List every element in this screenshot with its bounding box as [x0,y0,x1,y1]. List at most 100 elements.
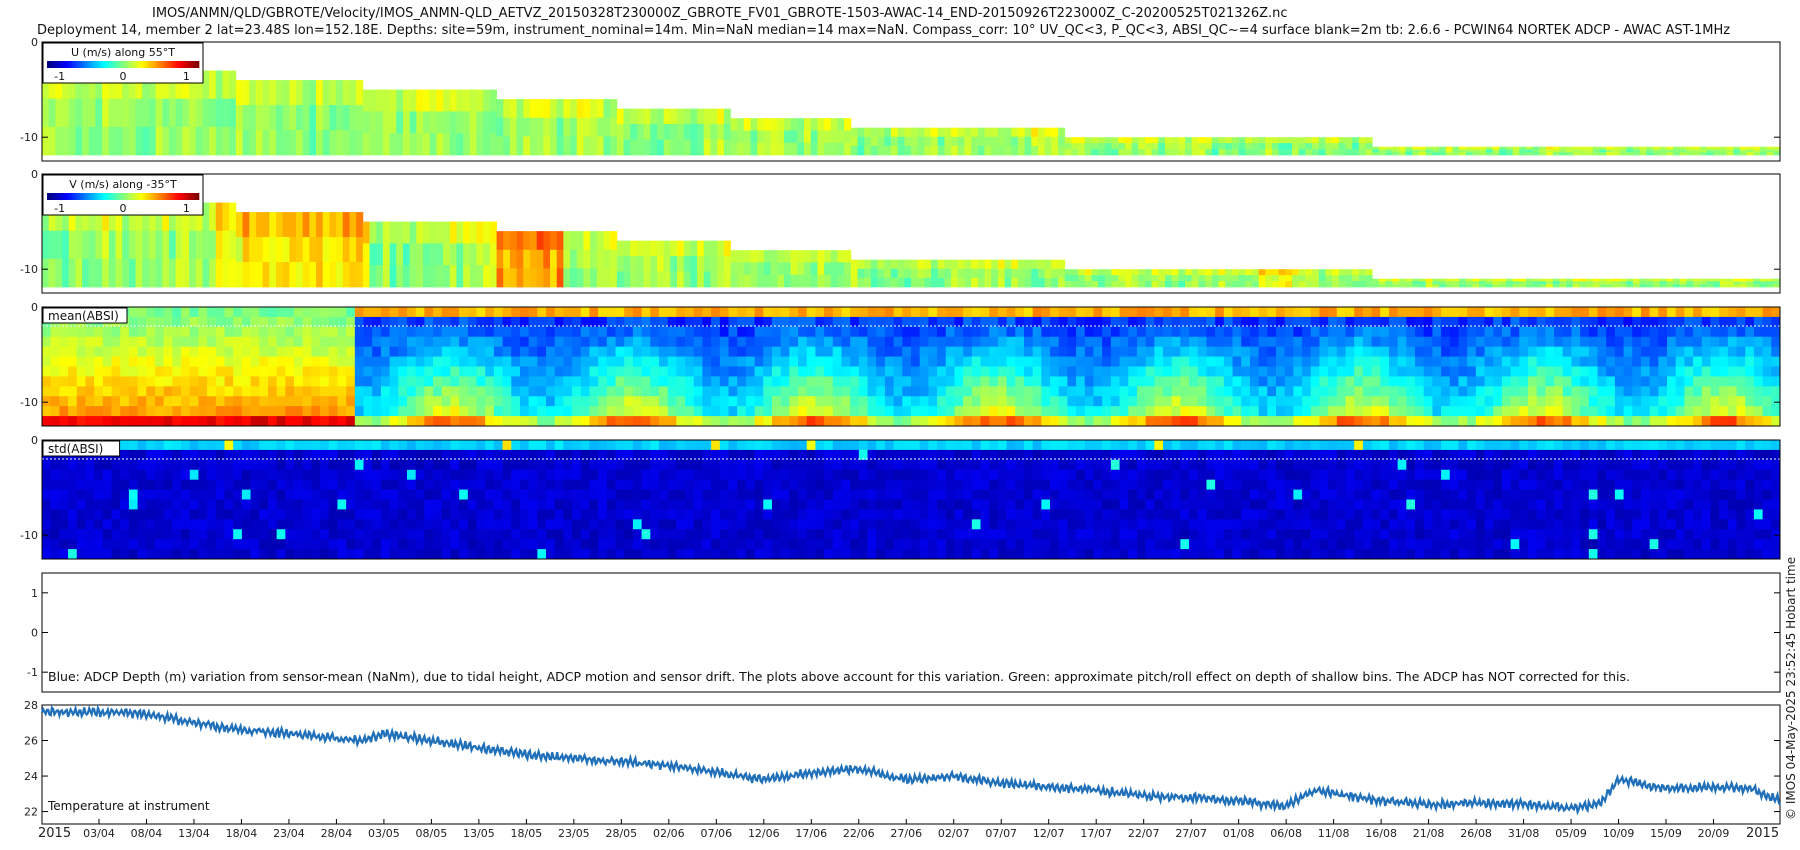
heatmap-cell [658,479,669,490]
heatmap-cell [476,89,484,112]
heatmap-cell [641,469,651,481]
heatmap-cell [1501,416,1512,427]
heatmap-cell [919,326,929,338]
heatmap-cell [409,221,417,244]
heatmap-cell [311,449,321,461]
heatmap-cell [1727,307,1737,318]
heatmap-cell [737,529,747,540]
heatmap-cell [519,489,530,500]
heatmap-cell [1559,281,1567,285]
heatmap-cell [172,549,182,560]
heatmap-cell [336,80,344,106]
heatmap-cell [650,539,660,550]
heatmap-cell [877,136,885,147]
heatmap-cell [658,549,669,560]
heatmap-cell [443,133,451,156]
heatmap-cell [1679,152,1687,156]
heatmap-cell [1527,346,1538,357]
heatmap-cell [389,529,399,540]
heatmap-cell [433,469,443,481]
heatmap-cell [1606,316,1616,328]
heatmap-cell [1713,152,1721,156]
heatmap-cell [1302,346,1312,357]
heatmap-cell [259,416,269,427]
heatmap-cell [1076,386,1086,397]
heatmap-cell [436,111,444,134]
heatmap-cell [702,459,712,471]
heatmap-cell [537,509,547,520]
heatmap-cell [1699,278,1707,282]
heatmap-cell [745,519,755,530]
heatmap-cell [250,509,260,520]
heatmap-cell [354,499,364,510]
heatmap-cell [546,316,556,328]
heatmap-cell [189,376,199,387]
heatmap-cell [1484,376,1494,387]
heatmap-cell [589,440,599,451]
heatmap-cell [610,136,618,156]
heatmap-cell [467,469,477,481]
heatmap-cell [1597,386,1607,397]
heatmap-cell [175,202,183,232]
heatmap-cell [737,459,747,471]
heatmap-cell [1652,146,1661,150]
heatmap-cell [971,326,981,338]
heatmap-cell [1579,146,1587,150]
heatmap-cell [1472,146,1480,150]
heatmap-cell [583,99,591,119]
heatmap-cell [1032,346,1042,357]
heatmap-cell [1076,416,1086,427]
heatmap-cell [957,259,965,270]
heatmap-cell [937,346,947,357]
heatmap-cell [728,366,738,377]
heatmap-cell [624,326,634,338]
heatmap-cell [1371,416,1381,427]
heatmap-cell [42,519,52,530]
heatmap-cell [550,117,558,137]
heatmap-cell [1006,386,1016,397]
heatmap-cell [467,336,477,348]
heatmap-cell [703,139,711,156]
heatmap-cell [954,307,964,318]
heatmap-cell [1588,346,1598,357]
heatmap-cell [363,416,373,427]
heatmap-cell [1706,278,1714,282]
heatmap-cell [580,336,590,348]
heatmap-cell [919,376,929,387]
heatmap-cell [169,258,177,288]
heatmap-cell [433,406,443,417]
heatmap-cell [1380,346,1390,357]
heatmap-cell [1562,307,1572,318]
heatmap-cell [175,98,183,128]
heatmap-cell [777,130,785,144]
heatmap-cell [610,268,618,288]
heatmap-cell [546,519,556,530]
heatmap-cell [1626,152,1634,156]
heatmap-cell [42,366,52,377]
heatmap-cell [1044,145,1052,156]
heatmap-cell [1328,316,1338,328]
heatmap-cell [1365,275,1373,282]
heatmap-cell [1432,307,1442,318]
heatmap-cell [285,549,295,560]
heatmap-cell [459,529,469,540]
heatmap-cell [215,509,225,520]
heatmap-cell [406,356,417,367]
heatmap-cell [667,396,677,407]
heatmap-cell [1004,145,1012,156]
heatmap-cell [128,258,136,288]
heatmap-cell [1189,366,1199,377]
heatmap-cell [641,416,651,427]
heatmap-cell [1023,307,1034,318]
heatmap-cell [302,539,312,550]
heatmap-cell [572,406,582,417]
heatmap-cell [372,489,382,500]
heatmap-cell [294,489,304,500]
heatmap-cell [1015,316,1025,328]
heatmap-cell [919,366,929,377]
heatmap-cell [980,316,990,328]
heatmap-cell [945,336,955,348]
heatmap-cell [797,142,805,156]
heatmap-cell [771,316,782,328]
heatmap-cell [676,479,686,490]
